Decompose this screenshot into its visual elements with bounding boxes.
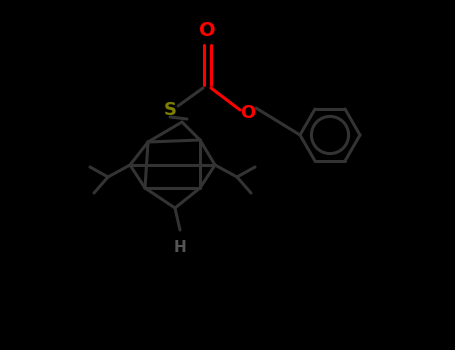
Text: S: S — [163, 101, 177, 119]
Text: O: O — [240, 104, 256, 122]
Text: H: H — [174, 240, 187, 255]
Text: O: O — [199, 21, 215, 40]
